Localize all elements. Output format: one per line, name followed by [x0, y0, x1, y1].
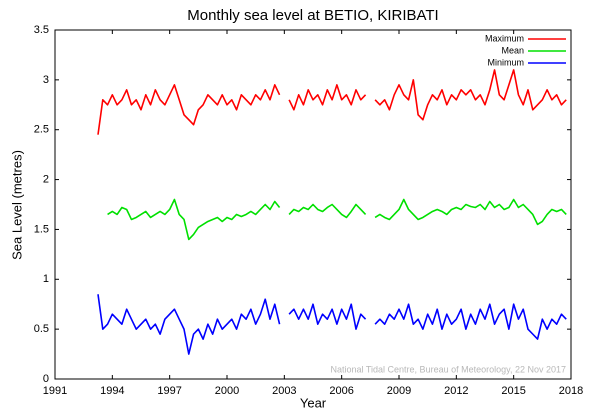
y-tick-label: 2 — [43, 173, 49, 185]
y-tick-label: 3.5 — [34, 24, 49, 36]
x-tick-label: 2006 — [329, 385, 353, 397]
plot-frame — [54, 29, 572, 380]
data-line — [97, 294, 567, 355]
x-axis-label: Year — [300, 395, 327, 410]
x-tick-label: 2018 — [559, 385, 583, 397]
y-tick-label: 3 — [43, 74, 49, 86]
x-tick-label: 2003 — [272, 385, 296, 397]
data-line — [107, 198, 567, 241]
legend-label: Maximum — [485, 33, 524, 43]
annotation: National Tidal Centre, Bureau of Meteoro… — [331, 364, 566, 374]
chart-title: Monthly sea level at BETIO, KIRIBATI — [187, 7, 438, 24]
legend-label: Mean — [501, 45, 524, 55]
x-tick-label: 2000 — [215, 385, 239, 397]
y-tick-label: 0.5 — [34, 323, 49, 335]
y-tick-label: 0 — [43, 373, 49, 385]
x-tick-label: 1991 — [43, 385, 67, 397]
data-line — [97, 69, 567, 135]
x-tick-label: 2009 — [387, 385, 411, 397]
legend-label: Minimum — [487, 57, 524, 67]
x-tick-label: 2012 — [444, 385, 468, 397]
x-tick-label: 1994 — [100, 385, 124, 397]
y-tick-label: 1.5 — [34, 223, 49, 235]
y-tick-label: 1 — [43, 273, 49, 285]
y-tick-label: 2.5 — [34, 124, 49, 136]
y-axis-label: Sea Level (metres) — [9, 150, 24, 260]
x-tick-label: 1997 — [157, 385, 181, 397]
x-tick-label: 2015 — [501, 385, 525, 397]
